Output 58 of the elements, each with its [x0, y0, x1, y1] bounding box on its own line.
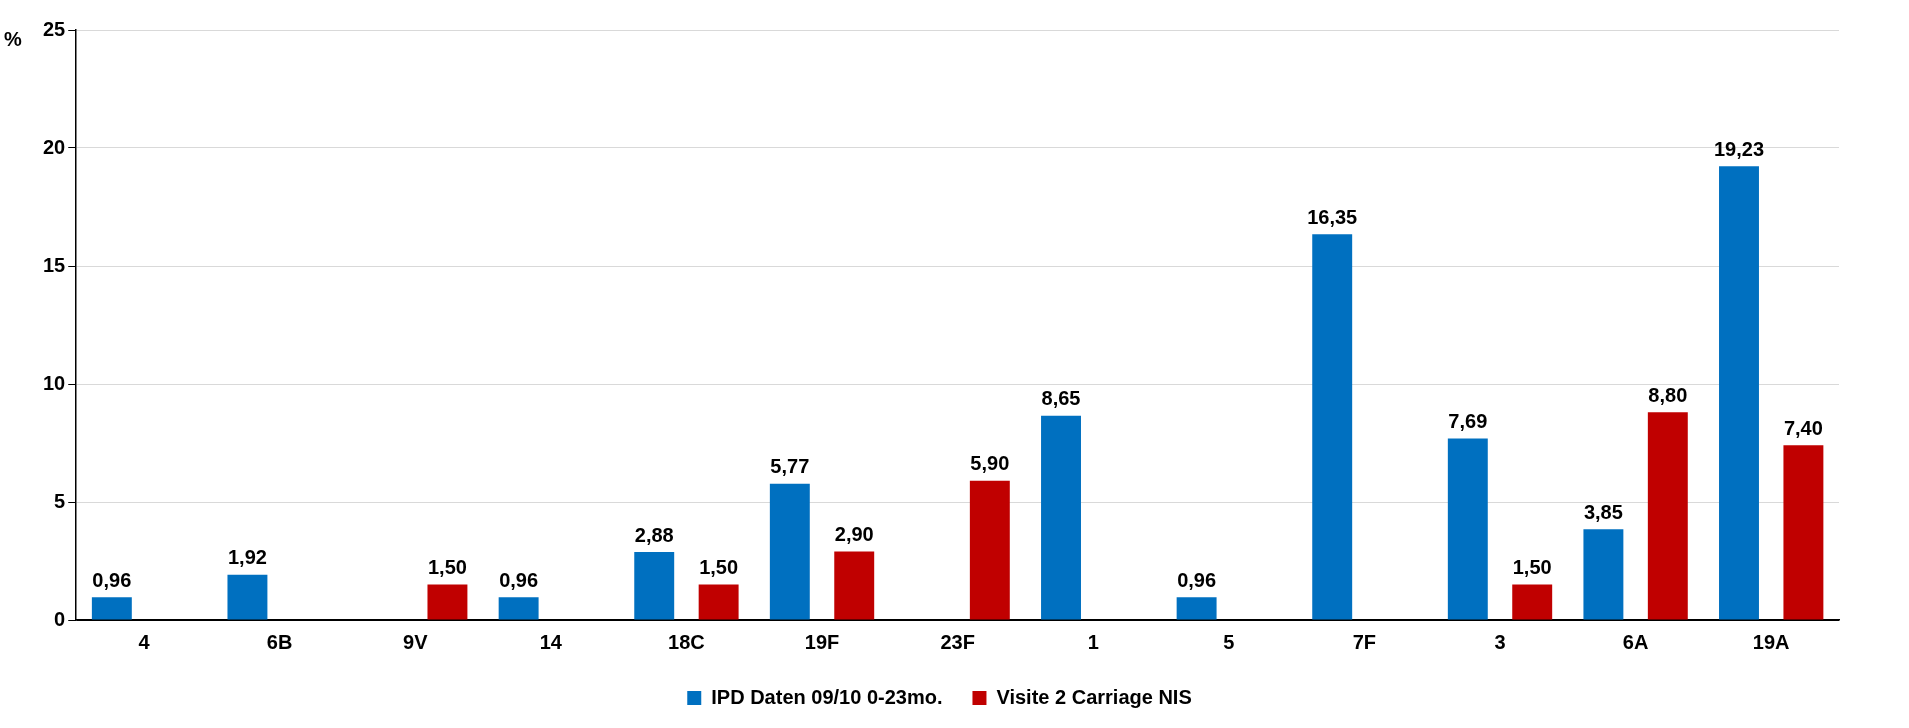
bar — [1041, 415, 1081, 620]
x-tick-label: 18C — [668, 630, 705, 653]
bar — [1647, 412, 1688, 620]
x-tick-label: 7F — [1352, 630, 1377, 653]
data-label: 16,35 — [1307, 205, 1358, 228]
x-tick-label: 19A — [1752, 630, 1790, 653]
x-tick-label: 9V — [403, 630, 429, 653]
y-axis-title: % — [4, 27, 22, 50]
data-label: 1,50 — [1512, 556, 1552, 579]
data-label: 8,80 — [1648, 383, 1688, 406]
y-tick-label: 20 — [43, 135, 66, 158]
data-label: 5,90 — [970, 452, 1010, 475]
data-label: 7,40 — [1783, 416, 1823, 439]
data-label: 1,50 — [427, 556, 467, 579]
y-tick-label: 5 — [54, 489, 66, 512]
data-label: 5,77 — [770, 455, 810, 478]
data-label: 1,50 — [699, 556, 739, 579]
bar — [498, 597, 539, 620]
bar — [227, 574, 268, 620]
y-tick-label: 0 — [54, 607, 66, 630]
data-label: 1,92 — [227, 546, 267, 569]
bar — [1583, 529, 1624, 620]
x-tick-label: 23F — [940, 630, 975, 653]
data-label: 3,85 — [1583, 500, 1623, 523]
bar — [1176, 597, 1217, 620]
bar — [427, 584, 468, 620]
x-tick-label: 1 — [1087, 630, 1099, 653]
x-tick-label: 5 — [1223, 630, 1235, 653]
legend-label: IPD Daten 09/10 0-23mo. — [711, 685, 943, 708]
y-tick-label: 15 — [43, 253, 66, 276]
x-tick-label: 19F — [804, 630, 840, 653]
bar — [1512, 584, 1553, 620]
bar — [769, 483, 810, 620]
bar — [91, 597, 132, 620]
y-tick-label: 25 — [43, 17, 66, 40]
data-label: 8,65 — [1041, 387, 1081, 410]
bar — [698, 584, 739, 620]
bar — [1447, 438, 1488, 620]
bar — [1783, 445, 1824, 620]
x-tick-label: 14 — [539, 630, 563, 653]
data-label: 19,23 — [1713, 137, 1765, 160]
legend-label: Visite 2 Carriage NIS — [996, 685, 1192, 708]
data-label: 0,96 — [499, 568, 539, 591]
data-label: 0,96 — [1177, 568, 1217, 591]
x-tick-label: 3 — [1494, 630, 1506, 653]
x-tick-label: 6B — [266, 630, 293, 653]
x-tick-label: 6A — [1622, 630, 1649, 653]
data-label: 2,88 — [634, 523, 674, 546]
bar — [634, 552, 675, 620]
bar — [1719, 166, 1759, 620]
x-tick-label: 4 — [138, 630, 151, 653]
data-label: 2,90 — [834, 523, 874, 546]
data-label: 0,96 — [92, 568, 132, 591]
data-label: 7,69 — [1448, 410, 1488, 433]
bar — [834, 551, 875, 620]
y-tick-label: 10 — [43, 371, 66, 394]
bar — [1312, 234, 1353, 620]
bar — [969, 480, 1010, 620]
